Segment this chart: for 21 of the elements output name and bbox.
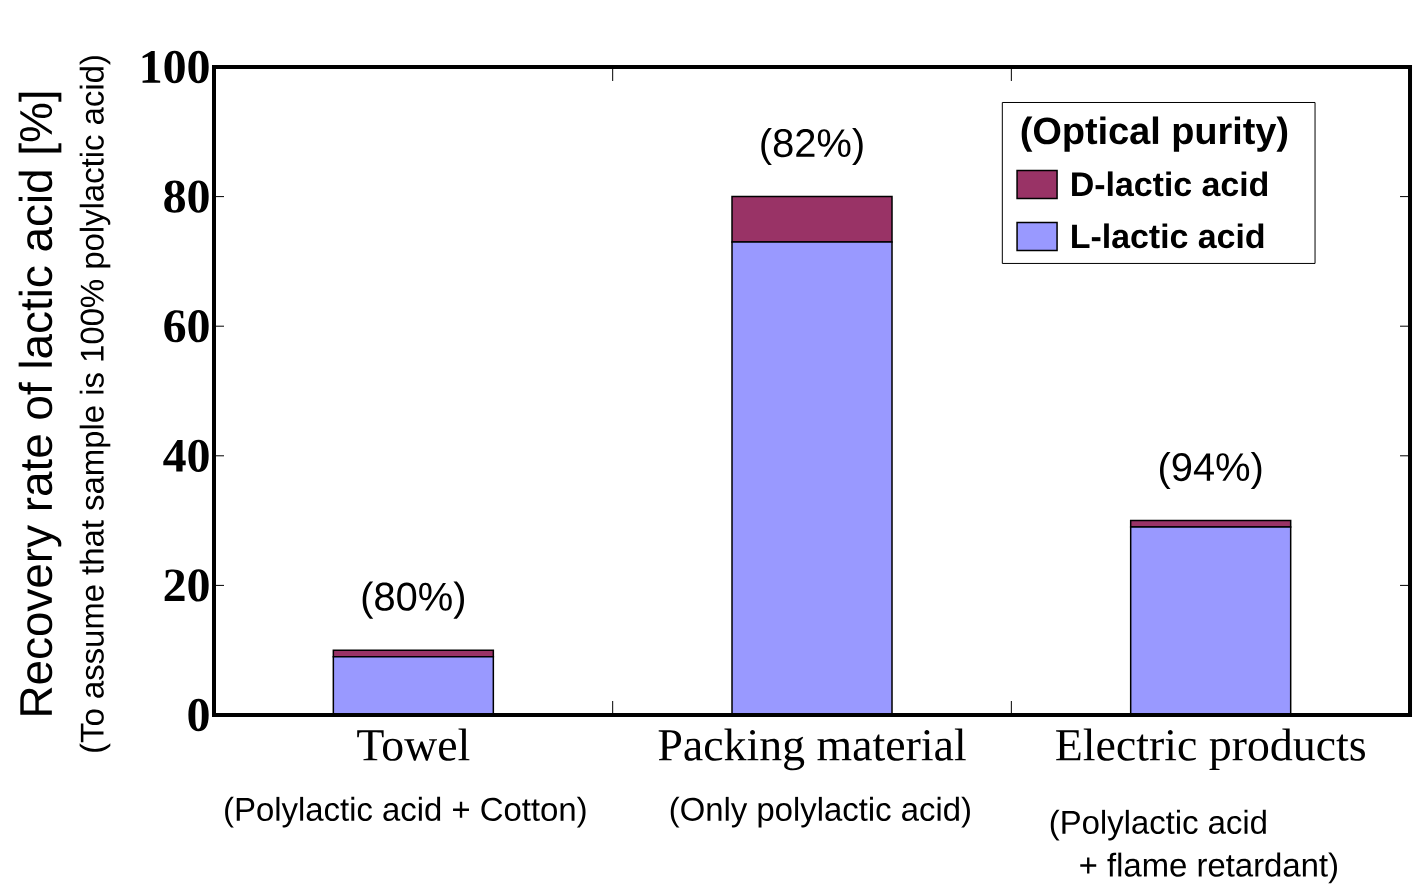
text: (Polylactic acid [1050, 809, 1266, 841]
annotation: (80%) [362, 581, 464, 619]
legend-label: D-lactic acid [1072, 171, 1268, 197]
y-tick-label: 80 [164, 180, 209, 213]
y-axis-title: Recovery rate of lactic acid [%] [18, 92, 62, 715]
text: + flame retardant) [1080, 852, 1337, 884]
x-tick-label: Packing material [658, 728, 966, 771]
y-tick-label: 0 [188, 698, 209, 732]
legend-title: (Optical purity) [1021, 116, 1288, 152]
x-tick-label: Towel [357, 728, 470, 761]
y-tick-label: 60 [164, 310, 209, 343]
text: (To assume that sample is 100% polylactic acid) [79, 56, 111, 752]
annotation: (82%) [761, 127, 863, 166]
annotation: (94%) [1160, 451, 1262, 490]
legend-label: L-lactic acid [1072, 223, 1264, 249]
x-tick-label: Electric products [1056, 728, 1365, 771]
text: (Polylactic acid + Cotton) [225, 796, 586, 828]
y-tick-label: 20 [164, 569, 209, 602]
y-tick-label: 40 [163, 439, 209, 472]
text: (Only polylactic acid) [670, 796, 970, 828]
y-tick-label: 100 [142, 50, 209, 84]
